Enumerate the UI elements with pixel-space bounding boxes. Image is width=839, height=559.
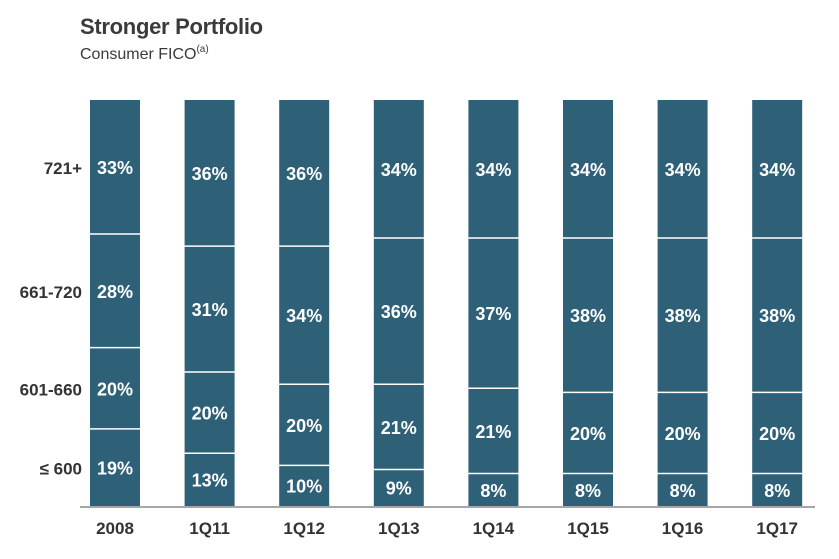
bar-segment [657, 392, 708, 474]
data-label: 21% [381, 418, 417, 438]
category-label: 1Q15 [567, 519, 609, 538]
data-label: 20% [286, 416, 322, 436]
data-label: 34% [570, 160, 606, 180]
data-label: 34% [759, 160, 795, 180]
bar-segment [373, 100, 424, 239]
bar-segment [468, 388, 519, 474]
bar-segment [90, 347, 140, 429]
bar-segment [468, 100, 519, 239]
data-label: 34% [286, 306, 322, 326]
bar-segment [752, 473, 803, 506]
category-label: 2008 [96, 519, 134, 538]
data-label: 8% [764, 481, 790, 501]
bar-segment [90, 100, 140, 234]
data-label: 31% [192, 300, 228, 320]
bar-segment [563, 392, 613, 474]
bar-segment [468, 238, 519, 389]
data-label: 36% [286, 164, 322, 184]
bar-segment [90, 233, 140, 348]
bar-segment [373, 384, 424, 470]
bar-segment [373, 469, 424, 506]
data-label: 37% [475, 304, 511, 324]
data-label: 33% [97, 158, 133, 178]
bar-segment [373, 238, 424, 385]
data-label: 8% [670, 481, 696, 501]
data-label: 34% [381, 160, 417, 180]
bar-segment [752, 392, 803, 474]
bar-segment [563, 473, 613, 506]
category-label: 1Q12 [283, 519, 325, 538]
series-label: 721+ [44, 159, 82, 178]
footnote-marker: (a) [196, 44, 209, 55]
category-label: 1Q13 [378, 519, 420, 538]
bar-segment [279, 246, 330, 385]
category-label: 1Q17 [756, 519, 798, 538]
category-label: 1Q11 [189, 519, 230, 538]
data-label: 36% [192, 164, 228, 184]
bar-segment [184, 453, 235, 506]
bar-segment [563, 100, 613, 239]
bar-segment [752, 238, 803, 393]
data-label: 21% [475, 422, 511, 442]
data-label: 36% [381, 302, 417, 322]
data-label: 8% [575, 481, 601, 501]
bar-segment [184, 372, 235, 454]
bar-segment [468, 473, 519, 506]
data-label: 20% [570, 424, 606, 444]
category-label: 1Q16 [662, 519, 704, 538]
bar-segment [752, 100, 803, 239]
data-label: 10% [286, 477, 322, 497]
bar-segment [90, 428, 140, 506]
data-label: 9% [386, 479, 412, 499]
data-label: 20% [97, 379, 133, 399]
data-label: 19% [97, 458, 133, 478]
data-label: 8% [480, 481, 506, 501]
data-label: 34% [475, 160, 511, 180]
bar-segment [657, 238, 708, 393]
chart-subtitle: Consumer FICO(a) [80, 44, 209, 64]
series-label: 661-720 [20, 283, 82, 302]
series-label: ≤ 600 [40, 459, 82, 478]
bar-segment [279, 100, 330, 247]
series-label: 601-660 [20, 380, 82, 399]
data-label: 38% [570, 306, 606, 326]
subtitle-text: Consumer FICO [80, 46, 197, 63]
data-label: 20% [759, 424, 795, 444]
data-label: 38% [665, 306, 701, 326]
bar-segment [657, 473, 708, 506]
bar-segment [184, 246, 235, 373]
bar-segment [184, 100, 235, 247]
bar-segment [279, 384, 330, 466]
bar-segment [279, 465, 330, 506]
bar-segment [563, 238, 613, 393]
data-label: 28% [97, 282, 133, 302]
chart-title: Stronger Portfolio [80, 14, 263, 39]
bar-segment [657, 100, 708, 239]
data-label: 38% [759, 306, 795, 326]
data-label: 20% [665, 424, 701, 444]
category-label: 1Q14 [473, 519, 515, 538]
data-label: 20% [192, 404, 228, 424]
data-label: 34% [665, 160, 701, 180]
data-label: 13% [192, 471, 228, 491]
